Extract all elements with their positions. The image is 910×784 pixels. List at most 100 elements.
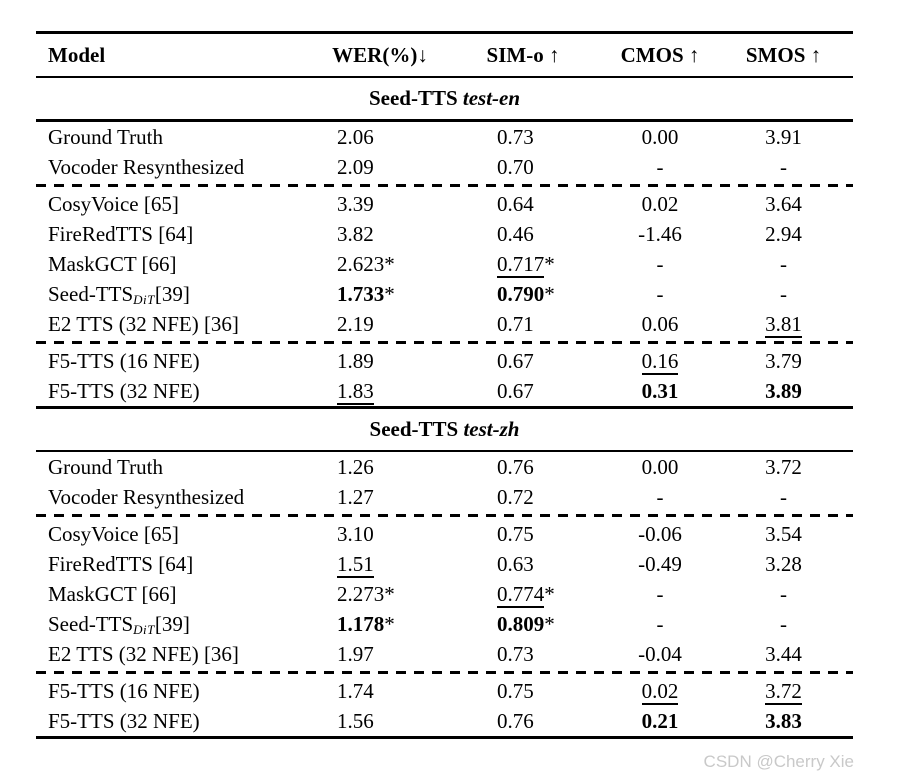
star-marker: * (384, 612, 395, 636)
sim-cell: 0.717* (440, 249, 606, 279)
smos-cell: 3.89 (714, 376, 853, 406)
cell-value: - (780, 485, 787, 509)
table-row: MaskGCT [66] 2.623* 0.717* - - (36, 249, 853, 279)
col-header-wer: WER(%)↓ (332, 43, 428, 67)
table-header-row: Model WER(%)↓ SIM-o ↑ CMOS ↑ SMOS ↑ (36, 34, 853, 76)
sim-cell: 0.73 (440, 639, 606, 669)
cell-value: 0.63 (497, 552, 534, 576)
cell-value: 2.94 (765, 222, 802, 246)
cell-value: 3.82 (337, 222, 374, 246)
cell-value: 0.76 (497, 709, 534, 733)
cell-value: - (656, 612, 664, 636)
table-row: F5-TTS (32 NFE) 1.83 0.67 0.31 3.89 (36, 376, 853, 406)
cell-value: 3.91 (765, 125, 802, 149)
wer-cell: 1.26 (320, 452, 440, 482)
cell-value: 0.70 (497, 155, 534, 179)
watermark: CSDN @Cherry Xie (703, 752, 854, 771)
cell-value: 1.733 (337, 282, 385, 306)
cell-value: 0.72 (497, 485, 534, 509)
sim-cell: 0.70 (440, 152, 606, 182)
cell-value: - (780, 282, 787, 306)
star-marker: * (544, 612, 555, 636)
cell-value: 0.75 (497, 679, 534, 703)
cell-value: 1.51 (337, 552, 374, 578)
model-subscript: DiT (133, 622, 155, 637)
sim-cell: 0.67 (440, 346, 606, 376)
table-row: Seed-TTSDiT[39] 1.733* 0.790* - - (36, 279, 853, 309)
cell-value: - (656, 155, 664, 179)
cmos-cell: 0.06 (606, 309, 714, 339)
model-cell: Seed-TTSDiT[39] (48, 282, 190, 307)
wer-cell: 1.27 (320, 482, 440, 512)
cell-value: 0.67 (497, 379, 534, 403)
wer-cell: 3.82 (320, 219, 440, 249)
wer-cell: 2.273* (320, 579, 440, 609)
col-header-sim-o: SIM-o ↑ (486, 43, 560, 67)
smos-cell: 3.72 (714, 676, 853, 706)
sim-cell: 0.75 (440, 519, 606, 549)
star-marker: * (384, 282, 395, 306)
wer-cell: 1.56 (320, 706, 440, 736)
model-cell: FireRedTTS [64] (48, 552, 194, 576)
results-table: Model WER(%)↓ SIM-o ↑ CMOS ↑ SMOS ↑ Seed… (36, 31, 853, 739)
cell-value: 0.00 (641, 125, 679, 149)
cell-value: - (656, 485, 664, 509)
dashed-divider (36, 341, 853, 344)
sim-cell: 0.75 (440, 676, 606, 706)
wer-cell: 2.06 (320, 122, 440, 152)
cell-value: 0.809 (497, 612, 545, 636)
model-cell: Vocoder Resynthesized (48, 155, 245, 179)
smos-cell: - (714, 279, 853, 315)
cell-value: 0.46 (497, 222, 534, 246)
star-marker: * (384, 252, 395, 276)
table-row: F5-TTS (16 NFE) 1.89 0.67 0.16 3.79 (36, 346, 853, 376)
table-row: Seed-TTSDiT[39] 1.178* 0.809* - - (36, 609, 853, 639)
cell-value: 1.56 (337, 709, 374, 733)
cmos-cell: 0.21 (606, 706, 714, 736)
wer-cell: 1.97 (320, 639, 440, 669)
star-marker: * (544, 582, 555, 606)
model-cell: E2 TTS (32 NFE) [36] (48, 642, 239, 666)
smos-cell: - (714, 482, 853, 512)
model-cell: Ground Truth (48, 125, 163, 149)
cell-value: 0.73 (497, 125, 534, 149)
smos-cell: 3.72 (714, 452, 853, 482)
star-marker: * (384, 582, 395, 606)
smos-cell: 3.83 (714, 706, 853, 736)
cmos-cell: - (606, 609, 714, 645)
smos-cell: - (714, 152, 853, 182)
cell-value: 3.83 (765, 709, 802, 733)
model-cell: Ground Truth (48, 455, 163, 479)
wer-cell: 2.19 (320, 309, 440, 339)
cell-value: - (780, 582, 787, 606)
table-row: MaskGCT [66] 2.273* 0.774* - - (36, 579, 853, 609)
model-cell: F5-TTS (16 NFE) (48, 679, 200, 703)
cmos-cell: - (606, 152, 714, 182)
table-row: FireRedTTS [64] 3.82 0.46 -1.46 2.94 (36, 219, 853, 249)
model-cell: CosyVoice [65] (48, 192, 179, 216)
smos-cell: 3.81 (714, 309, 853, 339)
table-row: CosyVoice [65] 3.10 0.75 -0.06 3.54 (36, 519, 853, 549)
sim-cell: 0.774* (440, 579, 606, 609)
smos-cell: 3.64 (714, 189, 853, 219)
section-title: Seed-TTS test-zh (36, 409, 853, 450)
dashed-divider (36, 514, 853, 517)
sim-cell: 0.46 (440, 219, 606, 249)
table-row: FireRedTTS [64] 1.51 0.63 -0.49 3.28 (36, 549, 853, 579)
smos-cell: 3.91 (714, 122, 853, 152)
cell-value: 0.00 (641, 455, 679, 479)
cmos-cell: 0.16 (606, 346, 714, 376)
model-cell: FireRedTTS [64] (48, 222, 194, 246)
table-row: Vocoder Resynthesized 2.09 0.70 - - (36, 152, 853, 182)
cell-value: 2.623 (337, 252, 385, 276)
cell-value: 1.26 (337, 455, 374, 479)
model-cell: F5-TTS (32 NFE) (48, 379, 200, 403)
cell-value: 0.75 (497, 522, 534, 546)
cell-value: 3.28 (765, 552, 802, 576)
section-title-italic: test-en (462, 86, 521, 110)
cell-value: 3.72 (765, 679, 802, 705)
cell-value: - (780, 155, 787, 179)
cell-value: 0.717 (497, 252, 545, 278)
sim-cell: 0.71 (440, 309, 606, 339)
smos-cell: - (714, 579, 853, 609)
